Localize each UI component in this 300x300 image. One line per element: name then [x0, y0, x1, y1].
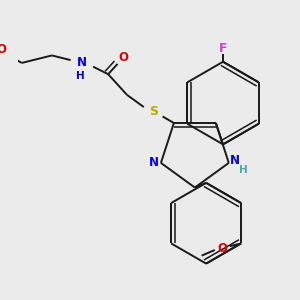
Text: N: N [149, 156, 159, 170]
Text: O: O [217, 242, 227, 255]
Text: N: N [230, 154, 240, 166]
Text: H: H [239, 165, 248, 176]
Text: S: S [149, 105, 158, 118]
Text: N: N [77, 56, 87, 69]
Text: H: H [76, 71, 84, 81]
Text: O: O [118, 51, 128, 64]
Text: O: O [0, 43, 6, 56]
Text: F: F [219, 42, 227, 55]
